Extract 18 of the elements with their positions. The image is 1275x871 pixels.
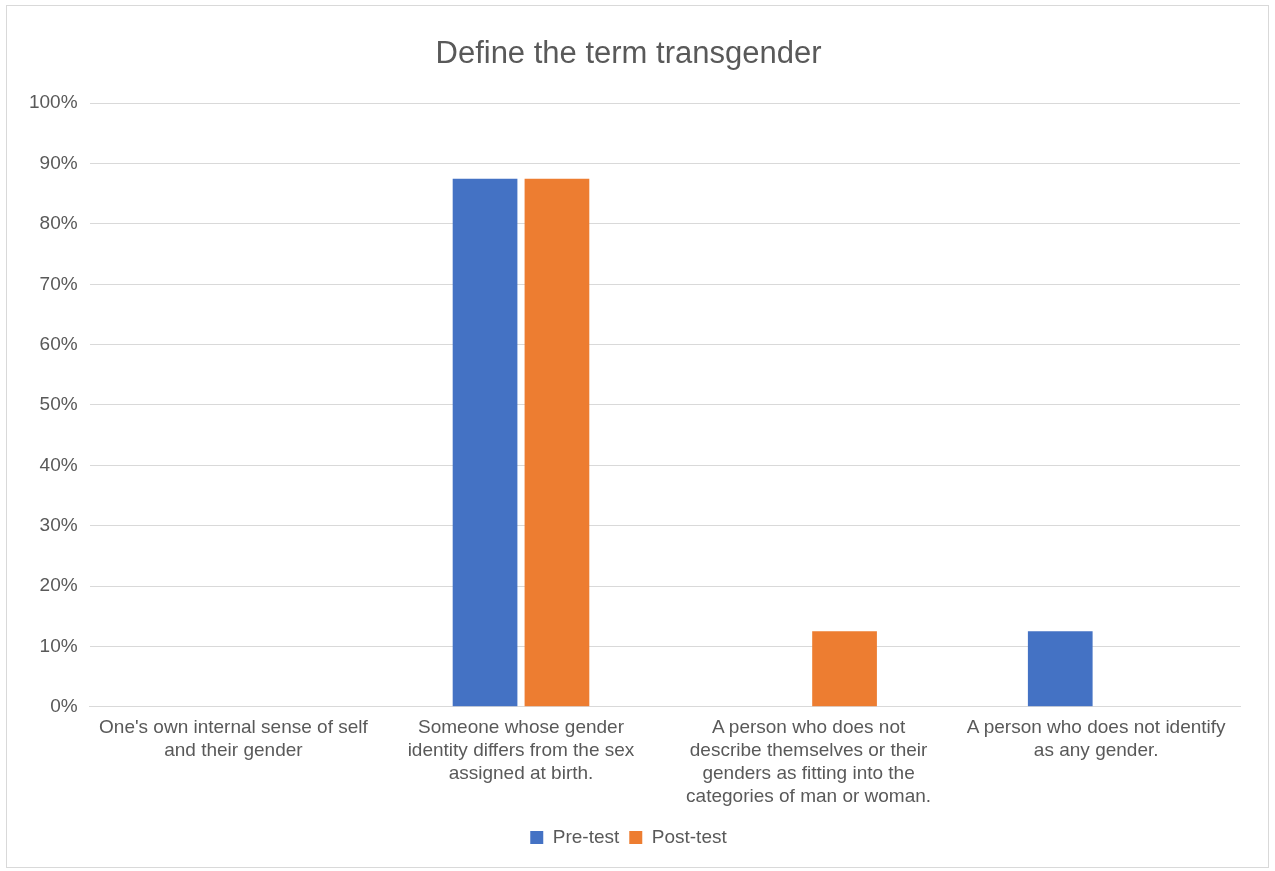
y-tick-label: 90%	[39, 151, 78, 173]
y-tick-label: 40%	[39, 453, 78, 475]
chart-title: Define the term transgender	[435, 35, 822, 71]
x-tick-label: Someone whose gender identity differs from the sex assigned at birth.	[407, 716, 635, 784]
y-tick-label: 80%	[39, 212, 78, 234]
y-tick-label: 30%	[39, 513, 78, 535]
legend-label: Post-test	[651, 825, 728, 847]
legend-label: Pre-test	[552, 825, 620, 847]
y-tick-label: 20%	[39, 574, 78, 596]
y-tick-label: 70%	[39, 272, 78, 294]
x-tick-label: One's own internal sense of self and their gender	[99, 716, 369, 761]
y-tick-label: 60%	[39, 332, 78, 354]
x-tick-label: A person who does not identify as any gender.	[966, 716, 1227, 761]
y-tick-label: 10%	[39, 634, 78, 656]
y-tick-label: 100%	[28, 91, 78, 113]
y-tick-label: 0%	[50, 695, 78, 717]
x-tick-label: A person who does not describe themselves or their genders as fitting into the categories of man or woman.	[686, 716, 932, 806]
y-tick-label: 50%	[39, 393, 78, 415]
